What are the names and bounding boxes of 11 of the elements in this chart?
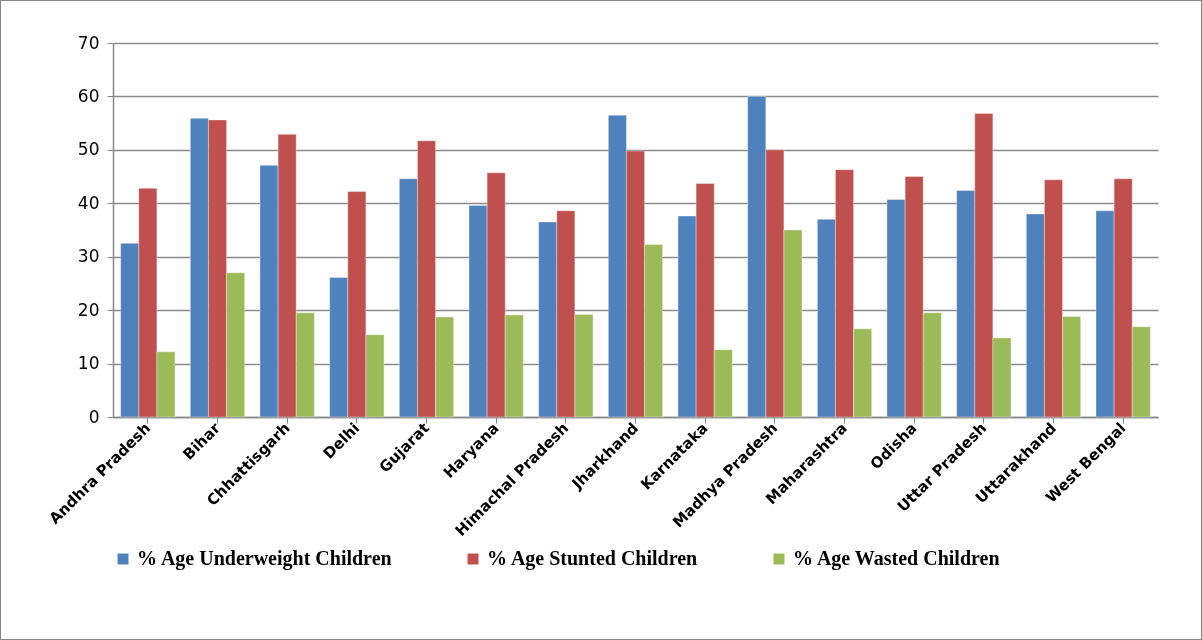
legend-label: % Age Wasted Children	[793, 547, 1000, 570]
y-tick-label: 10	[77, 353, 100, 374]
y-tick-label: 70	[77, 32, 100, 53]
y-tick-label: 60	[77, 85, 100, 106]
legend-label: % Age Underweight Children	[137, 547, 392, 570]
y-tick-label: 0	[88, 406, 100, 427]
y-tick-label: 50	[77, 139, 100, 160]
legend-label: % Age Stunted Children	[487, 547, 698, 570]
y-tick-label: 30	[77, 246, 100, 267]
y-tick-label: 20	[77, 299, 100, 320]
y-tick-label: 40	[77, 192, 100, 213]
